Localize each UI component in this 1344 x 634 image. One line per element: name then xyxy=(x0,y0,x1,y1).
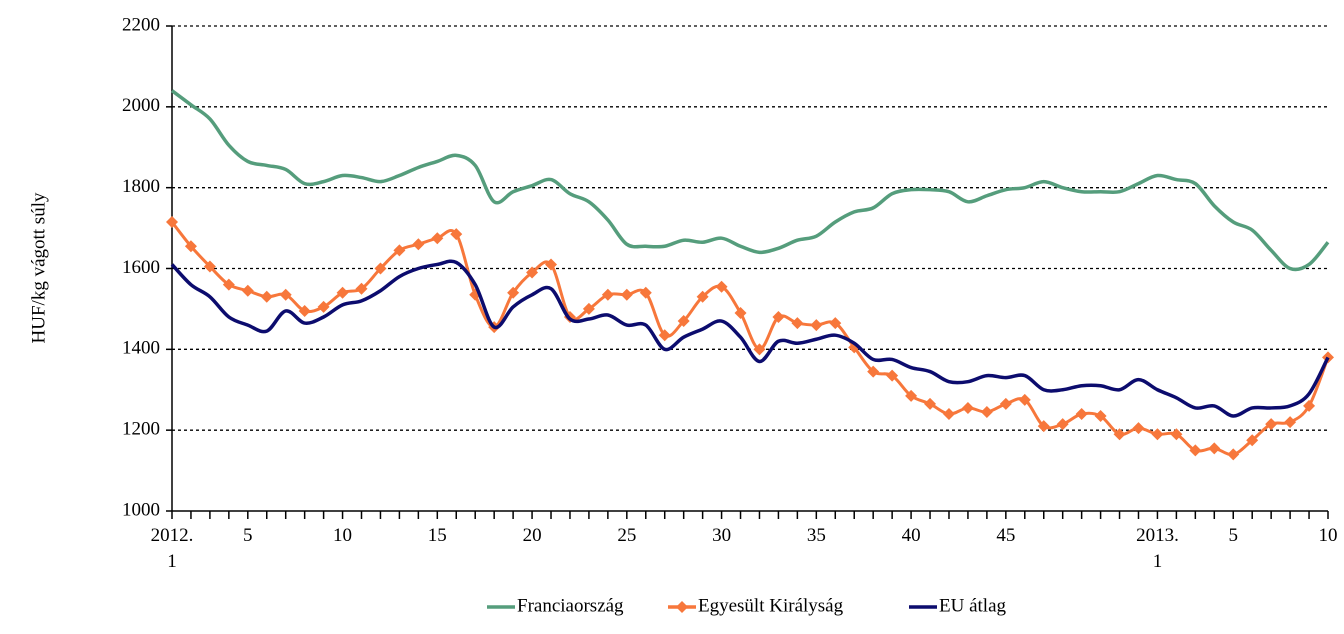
point-marker xyxy=(772,311,785,323)
point-marker xyxy=(886,369,899,382)
point-marker xyxy=(715,280,728,293)
point-marker xyxy=(942,408,955,420)
x-tick-label: 35 xyxy=(806,525,826,546)
point-marker xyxy=(905,389,918,402)
point-marker xyxy=(867,365,880,378)
point-marker xyxy=(601,288,614,301)
x-tick-label: 5 xyxy=(243,525,253,546)
point-marker xyxy=(1208,442,1221,455)
x-tick-label: 2012. 1 xyxy=(150,525,194,572)
point-marker xyxy=(924,397,937,410)
point-marker xyxy=(1113,428,1126,441)
point-marker xyxy=(658,329,671,342)
point-marker xyxy=(1284,416,1297,429)
point-marker xyxy=(980,405,993,418)
y-tick-label: 1400 xyxy=(122,338,160,359)
point-marker xyxy=(184,240,197,253)
point-marker xyxy=(260,290,273,303)
x-tick-label: 5 xyxy=(1228,525,1238,546)
point-marker xyxy=(620,288,633,301)
y-tick-label: 1800 xyxy=(122,176,160,197)
series-line xyxy=(170,221,1330,457)
point-marker xyxy=(1132,422,1145,435)
point-marker xyxy=(166,216,178,229)
y-axis-label: HUF/kg vágott súly xyxy=(28,192,49,343)
y-tick-label: 1200 xyxy=(122,419,160,440)
point-marker xyxy=(1246,434,1259,447)
point-marker xyxy=(526,266,539,279)
point-marker xyxy=(1018,393,1031,406)
x-tick-label: 10 xyxy=(1318,525,1338,546)
x-tick-label: 30 xyxy=(712,525,732,546)
x-tick-label: 2013. 1 xyxy=(1136,525,1179,572)
point-marker xyxy=(1265,418,1278,431)
point-marker xyxy=(677,315,690,328)
series-line xyxy=(170,259,1330,418)
point-marker xyxy=(582,302,595,315)
point-marker xyxy=(1151,428,1164,441)
point-marker xyxy=(393,244,406,257)
series-line xyxy=(170,89,1330,272)
point-marker xyxy=(222,278,235,291)
point-marker xyxy=(317,300,330,313)
x-tick-label: 10 xyxy=(333,525,353,546)
point-marker xyxy=(412,238,425,251)
point-marker xyxy=(829,317,842,330)
x-tick-label: 15 xyxy=(427,525,447,546)
y-tick-label: 2200 xyxy=(122,14,160,35)
point-marker xyxy=(961,401,974,414)
point-marker xyxy=(298,304,311,317)
point-marker xyxy=(1075,408,1088,420)
point-marker xyxy=(241,284,254,297)
point-marker xyxy=(1170,428,1183,441)
legend-marker xyxy=(676,601,688,613)
y-tick-label: 1000 xyxy=(122,499,160,520)
point-marker xyxy=(450,228,463,241)
x-tick-label: 25 xyxy=(617,525,637,546)
point-marker xyxy=(810,319,823,332)
y-tick-label: 1600 xyxy=(122,257,160,278)
x-tick-label: 20 xyxy=(522,525,542,546)
legend-label: Franciaország xyxy=(517,595,624,616)
point-marker xyxy=(696,290,709,303)
point-marker xyxy=(431,232,444,245)
point-marker xyxy=(1056,418,1069,431)
point-marker xyxy=(374,262,387,275)
point-marker xyxy=(507,286,520,299)
point-marker xyxy=(753,343,766,356)
x-tick-label: 45 xyxy=(996,525,1016,546)
point-marker xyxy=(1037,420,1050,433)
point-marker xyxy=(734,306,747,319)
point-marker xyxy=(1189,444,1202,457)
point-marker xyxy=(355,282,368,295)
point-marker xyxy=(1303,399,1316,412)
point-marker xyxy=(791,317,804,330)
point-marker xyxy=(1227,448,1240,461)
point-marker xyxy=(279,288,292,301)
point-marker xyxy=(545,258,558,271)
point-marker xyxy=(336,286,349,299)
point-marker xyxy=(1094,410,1107,423)
y-tick-label: 2000 xyxy=(122,95,160,116)
legend-label: Egyesült Királyság xyxy=(698,595,844,616)
point-marker xyxy=(639,286,652,299)
legend-label: EU átlag xyxy=(939,595,1007,616)
point-marker xyxy=(999,397,1012,410)
point-marker xyxy=(203,260,216,273)
x-tick-label: 40 xyxy=(901,525,921,546)
